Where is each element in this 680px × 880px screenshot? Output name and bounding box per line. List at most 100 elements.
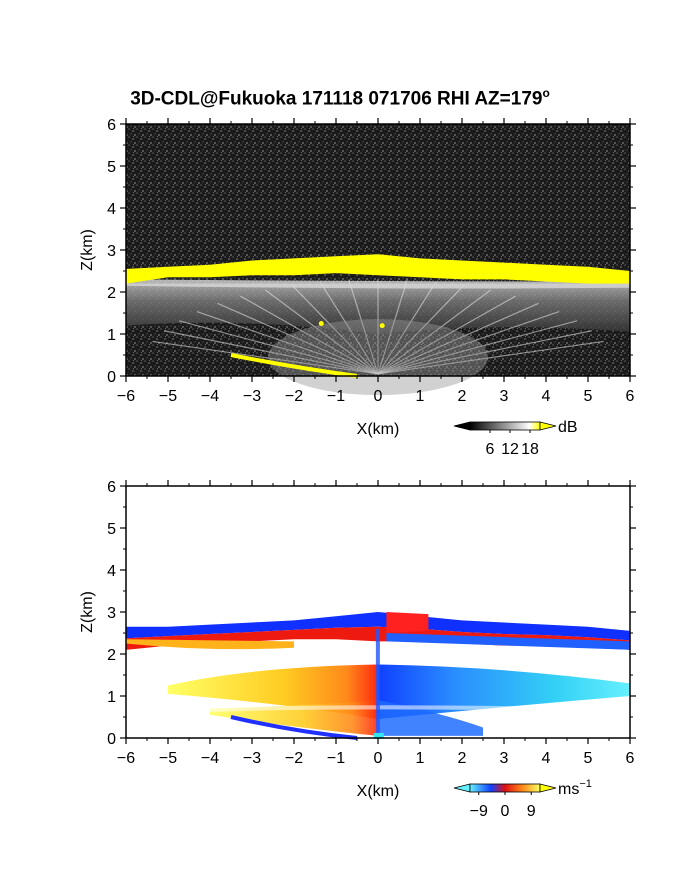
x-tick-label: 0 <box>374 388 383 405</box>
colorbar-gradient <box>469 421 541 431</box>
backscatter-axes: −6 −5 −4 −3 −2 −1 0 1 2 3 4 5 6 0 1 2 3 4 5 6 <box>107 117 636 405</box>
echo-ray <box>264 289 379 375</box>
ground-echo <box>230 353 358 378</box>
velocity-ground-echo <box>230 715 358 740</box>
x-tick-label: 0 <box>374 750 383 767</box>
y-tick-label: 3 <box>107 605 116 622</box>
x-tick-label: −3 <box>243 750 261 767</box>
echo-ray <box>178 320 379 375</box>
echo-ray <box>240 295 379 375</box>
backscatter-y-axis-label: Z(km) <box>79 229 96 271</box>
hot-spot <box>379 323 385 329</box>
saturated-cloud-layer <box>126 254 630 284</box>
colorbar-tick-label: 0 <box>501 803 510 820</box>
velocity-cloud-base-warm <box>126 639 294 650</box>
y-tick-label: 6 <box>107 117 116 134</box>
velocity-echoes <box>126 612 630 740</box>
zero-velocity-line <box>375 628 380 734</box>
x-tick-label: 1 <box>416 388 425 405</box>
echo-ray <box>377 284 465 375</box>
colorbar-unit: dB <box>558 419 578 436</box>
x-tick-label: 3 <box>500 750 509 767</box>
x-tick-label: 1 <box>416 750 425 767</box>
echo-ray <box>291 284 379 375</box>
x-tick-label: −5 <box>159 750 177 767</box>
y-tick-label: 2 <box>107 647 116 664</box>
x-tick-label: −1 <box>327 388 345 405</box>
echo-ray <box>164 330 379 375</box>
velocity-origin <box>373 732 384 739</box>
x-tick-label: 5 <box>584 750 593 767</box>
y-tick-label: 1 <box>107 689 116 706</box>
x-tick-label: −4 <box>201 750 219 767</box>
colorbar-low-arrow <box>453 783 471 793</box>
velocity-cloud-top <box>126 612 630 641</box>
echo-ray <box>377 302 539 375</box>
backscatter-x-axis-label: X(km) <box>357 421 400 438</box>
colorbar-tick-label: 12 <box>501 441 519 458</box>
x-tick-label: −4 <box>201 388 219 405</box>
near-field-echo <box>268 319 488 396</box>
echo-ray <box>377 340 604 375</box>
y-tick-label: 5 <box>107 521 116 538</box>
x-tick-label: −1 <box>327 750 345 767</box>
y-tick-label: 3 <box>107 243 116 260</box>
colorbar-tick-label: 6 <box>486 441 495 458</box>
y-tick-label: 4 <box>107 201 116 218</box>
echo-ray <box>377 289 492 375</box>
velocity-axes: −6 −5 −4 −3 −2 −1 0 1 2 3 4 5 6 0 1 2 3 4 5 6 <box>107 479 636 767</box>
echo-ray <box>196 311 379 375</box>
x-tick-label: 6 <box>626 388 635 405</box>
x-tick-label: 2 <box>458 750 467 767</box>
y-tick-label: 4 <box>107 563 116 580</box>
echo-ray <box>377 330 592 375</box>
colorbar-high-arrow <box>539 421 557 431</box>
colorbar-unit-exponent: −1 <box>579 778 592 790</box>
x-tick-label: −5 <box>159 388 177 405</box>
x-tick-label: −2 <box>285 388 303 405</box>
x-tick-label: 4 <box>542 750 551 767</box>
x-tick-label: 6 <box>626 750 635 767</box>
colorbar-high-arrow <box>539 783 557 793</box>
velocity-cloud-base-cool <box>386 633 630 650</box>
y-tick-label: 0 <box>107 369 116 386</box>
y-tick-label: 5 <box>107 159 116 176</box>
velocity-gap <box>210 705 630 713</box>
y-tick-label: 0 <box>107 731 116 748</box>
echo-ray <box>152 340 379 375</box>
colorbar-tick-label: 9 <box>527 803 536 820</box>
x-tick-label: 2 <box>458 388 467 405</box>
title-text: 3D-CDL@Fukuoka 171118 071706 RHI AZ=179 <box>130 88 543 110</box>
colorbar-gradient <box>469 783 541 793</box>
echo-ray <box>377 281 437 375</box>
y-tick-label: 1 <box>107 327 116 344</box>
cloud-base-echo <box>126 279 630 289</box>
x-tick-label: 4 <box>542 388 551 405</box>
colorbar-low-arrow <box>453 421 471 431</box>
title-degree-symbol: o <box>542 86 550 100</box>
colorbar-tick-label: 18 <box>521 441 539 458</box>
y-tick-label: 2 <box>107 285 116 302</box>
x-tick-label: −3 <box>243 388 261 405</box>
x-tick-label: −6 <box>117 388 135 405</box>
echo-ray <box>377 295 516 375</box>
velocity-colorbar: −9 0 9 ms−1 <box>453 778 592 820</box>
velocity-panel: −6 −5 −4 −3 −2 −1 0 1 2 3 4 5 6 0 1 2 3 4 5 6 X(km) Z(km) −… <box>79 479 636 820</box>
echo-ray <box>377 279 408 375</box>
colorbar-unit: ms−1 <box>558 778 592 798</box>
x-tick-label: 3 <box>500 388 509 405</box>
echo-ray <box>319 281 379 375</box>
hot-spot <box>318 321 324 326</box>
x-tick-label: −2 <box>285 750 303 767</box>
colorbar-tick-label: −9 <box>470 803 488 820</box>
y-tick-label: 6 <box>107 479 116 496</box>
echo-ray <box>217 302 379 375</box>
x-tick-label: −6 <box>117 750 135 767</box>
velocity-cloud-top-red <box>386 612 429 633</box>
echo-ray <box>377 311 560 375</box>
backscatter-colorbar: 6 12 18 dB <box>453 419 578 458</box>
velocity-y-axis-label: Z(km) <box>79 591 96 633</box>
echo-ray <box>377 320 578 375</box>
